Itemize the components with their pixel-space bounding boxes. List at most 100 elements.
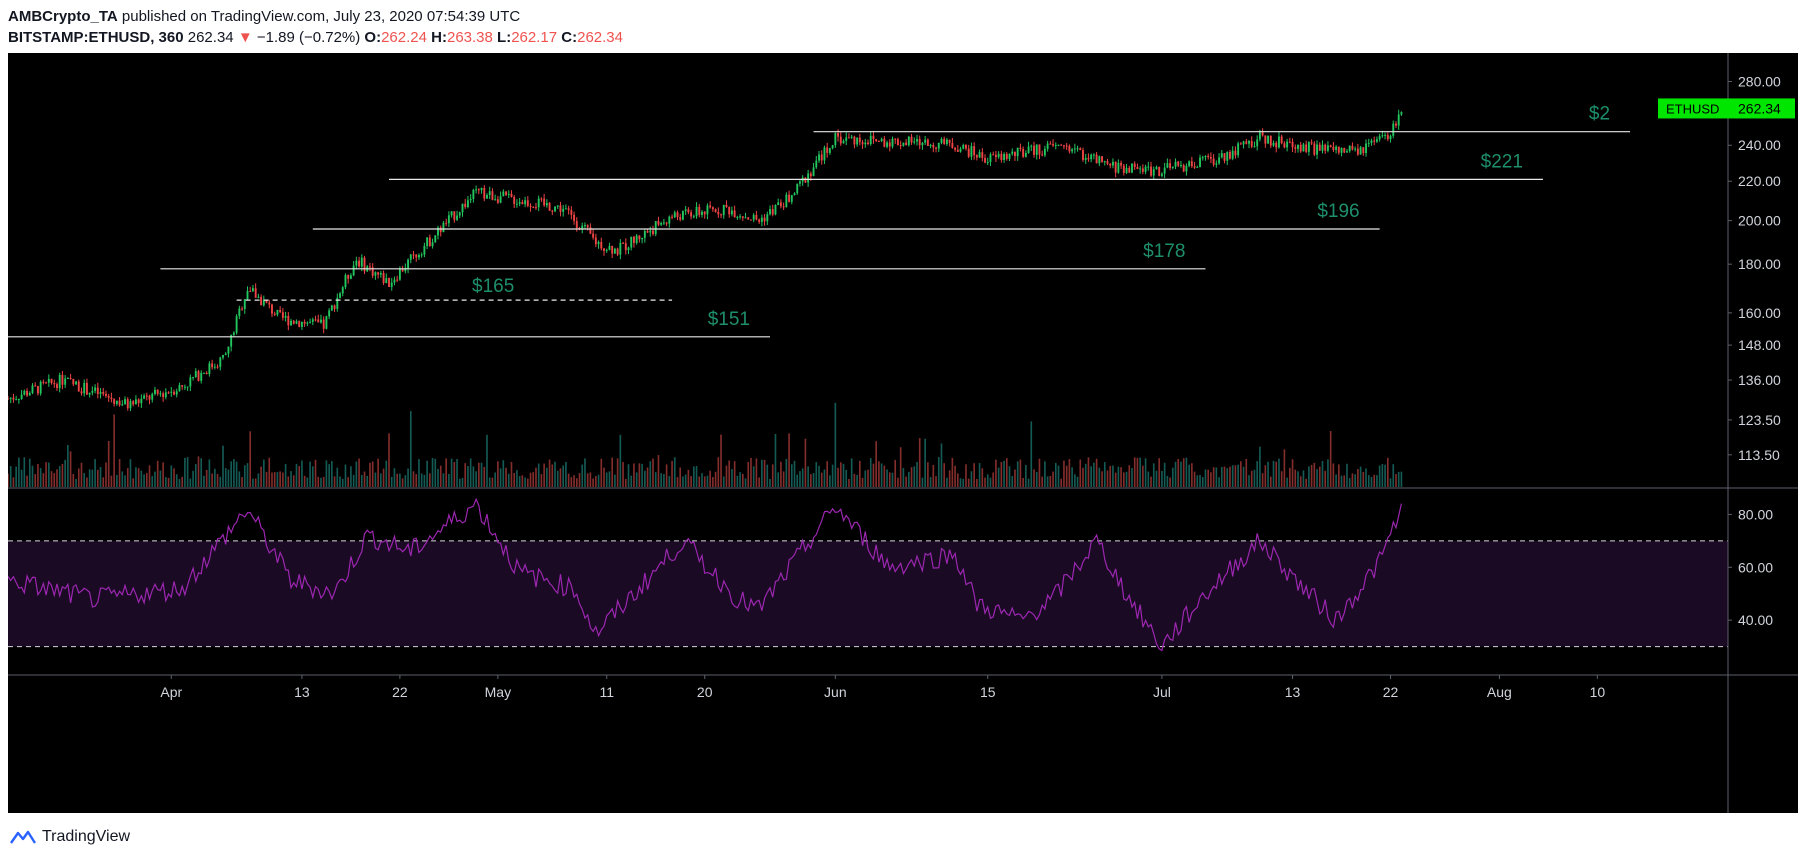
volume-bar — [1204, 469, 1207, 487]
candle-body — [322, 319, 325, 329]
close-value: 262.34 — [577, 29, 623, 46]
volume-bar — [401, 478, 404, 487]
candle-body — [986, 161, 989, 163]
volume-bar — [829, 475, 831, 487]
candle-body — [434, 235, 437, 243]
volume-bar — [181, 476, 183, 487]
candle-body — [556, 205, 559, 207]
volume-bar — [834, 402, 837, 487]
candle-body — [115, 400, 118, 404]
volume-bar — [962, 478, 965, 487]
volume-bar — [306, 477, 309, 487]
price-tick-label: 148.00 — [1738, 337, 1781, 353]
time-tick-label: Jun — [824, 684, 847, 700]
volume-bar — [1250, 470, 1253, 487]
volume-bar — [64, 459, 66, 487]
volume-bar — [1008, 466, 1011, 487]
candle-body — [1084, 157, 1087, 160]
candle-body — [398, 268, 401, 280]
volume-bar — [1297, 471, 1299, 487]
candle-body — [303, 321, 306, 324]
open-label: O: — [364, 29, 382, 46]
candle-body — [9, 397, 12, 399]
volume-bar — [850, 458, 853, 487]
candle-body — [442, 222, 445, 233]
candle-body — [1307, 142, 1310, 152]
time-tick-label: 22 — [392, 684, 408, 700]
candle-body — [126, 399, 129, 409]
current-price-symbol: ETHUSD — [1666, 101, 1719, 116]
candle-body — [173, 391, 175, 395]
high-label: H: — [431, 29, 447, 46]
volume-bar — [630, 475, 633, 487]
candle-body — [1223, 153, 1226, 161]
tradingview-logo-icon[interactable] — [10, 829, 36, 845]
candle-body — [88, 392, 91, 395]
volume-bar — [140, 470, 143, 487]
level-label: $2 — [1589, 104, 1610, 125]
candle-body — [823, 147, 826, 161]
ohlc-line: BITSTAMP:ETHUSD, 360 262.34 ▼ −1.89 (−0.… — [8, 27, 623, 48]
candle-body — [300, 321, 303, 327]
volume-bar — [1163, 462, 1166, 487]
volume-bar — [404, 475, 407, 487]
tradingview-brand[interactable]: TradingView — [42, 828, 131, 845]
volume-bar — [673, 457, 676, 487]
candle-body — [1389, 135, 1392, 140]
chart-area[interactable]: $151 $165 $178 $196 $221 $2 280.00 240.00 220.0… — [7, 53, 1798, 813]
volume-bar — [1316, 469, 1318, 487]
volume-bar — [1193, 471, 1196, 487]
candle-body — [965, 145, 967, 149]
volume-bar — [799, 471, 801, 487]
volume-bar — [298, 466, 301, 487]
volume-bar — [464, 463, 467, 487]
candle-body — [461, 203, 464, 213]
candle-body — [779, 202, 782, 207]
volume-bar — [1389, 478, 1392, 487]
candle-body — [475, 189, 478, 191]
candle-body — [788, 194, 791, 202]
volume-bar — [388, 433, 390, 487]
volume-bar — [1114, 472, 1117, 487]
candle-body — [287, 315, 290, 326]
candle-body — [311, 319, 314, 322]
volume-bar — [1310, 464, 1313, 487]
volume-bar — [238, 471, 241, 487]
volume-bar — [543, 463, 545, 487]
candle-body — [752, 214, 755, 220]
volume-bar — [992, 472, 995, 487]
volume-bar — [616, 458, 619, 487]
volume-bar — [1218, 477, 1220, 487]
candle-body — [671, 216, 674, 218]
candle-body — [845, 137, 848, 141]
volume-bar — [295, 463, 298, 487]
volume-bar — [709, 470, 711, 487]
candle-body — [1082, 150, 1084, 160]
volume-bar — [374, 472, 377, 487]
candle-body — [352, 265, 355, 276]
candle-body — [739, 216, 742, 218]
chart-svg[interactable]: $151 $165 $178 $196 $221 $2 280.00 240.00 220.0… — [7, 53, 1798, 813]
volume-bar — [67, 444, 69, 487]
candle-body — [1169, 163, 1172, 168]
candle-body — [905, 142, 908, 146]
time-tick-label: 15 — [980, 684, 996, 700]
volume-bar — [1011, 476, 1014, 487]
volume-bar — [1308, 466, 1310, 487]
candle-body — [989, 154, 992, 162]
candle-body — [83, 382, 86, 394]
publisher-name[interactable]: AMBCrypto_TA — [8, 8, 118, 25]
volume-bar — [1098, 467, 1101, 487]
candle-body — [611, 245, 614, 254]
candle-body — [728, 207, 731, 215]
open-value: 262.24 — [381, 29, 427, 46]
volume-bar — [927, 462, 929, 487]
volume-bar — [804, 438, 807, 487]
candle-body — [1256, 139, 1259, 147]
candle-body — [1092, 154, 1095, 156]
volume-bar — [1090, 466, 1092, 487]
volume-bar — [1378, 465, 1381, 487]
candle-body — [1043, 148, 1046, 156]
volume-bar — [679, 467, 682, 487]
volume-bar — [1171, 467, 1174, 487]
